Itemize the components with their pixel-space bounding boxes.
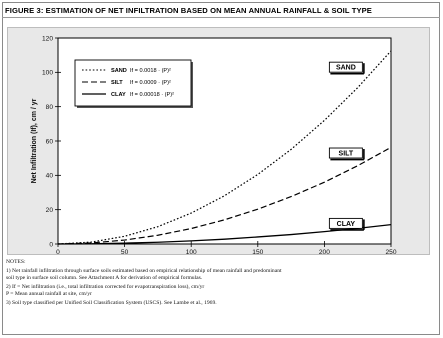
legend-equation: If = 0.0009 · (P)² (130, 80, 171, 86)
y-tick-label: 120 (42, 35, 53, 42)
x-tick-label: 200 (319, 249, 330, 254)
legend-series-name: SILT (111, 80, 123, 86)
y-axis-title: Net Infiltration (If), cm / yr (31, 98, 38, 183)
curve-label-box (328, 147, 363, 159)
note-line: P = Mean annual rainfall at site, cm/yr (6, 291, 92, 298)
curve-label-box (328, 217, 363, 229)
series-line-silt (57, 146, 392, 245)
y-tick-label: 60 (46, 138, 54, 145)
y-tick-label: 20 (46, 207, 54, 214)
note-line: 3) Soil type classified per Unified Soil… (6, 300, 217, 307)
curve-label-text: CLAY (337, 221, 356, 228)
y-tick-label: 0 (49, 241, 53, 248)
legend-equation: If = 0.00018 · (P)² (130, 92, 174, 98)
x-tick-label: 250 (385, 249, 396, 254)
infiltration-chart: 020406080100120050100150200250Mean Annua… (31, 35, 397, 254)
curve-label-box (328, 61, 363, 73)
x-tick-label: 50 (121, 249, 129, 254)
curve-label-sand: SAND (328, 61, 365, 75)
y-tick-label: 80 (46, 104, 54, 111)
legend-equation: If = 0.0018 · (P)² (130, 68, 171, 74)
curve-label-text: SILT (339, 151, 354, 158)
y-tick-label: 100 (42, 70, 53, 77)
legend-series-name: SAND (111, 68, 127, 74)
x-tick-label: 150 (252, 249, 263, 254)
legend-box (74, 59, 192, 107)
legend-series-name: CLAY (111, 92, 126, 98)
notes-section: NOTES: 1) Net rainfall infiltration thro… (6, 259, 436, 308)
note-line: soil type in surface soil column. See At… (6, 275, 203, 282)
x-tick-label: 0 (56, 249, 60, 254)
y-tick-label: 40 (46, 173, 54, 180)
curve-label-clay: CLAY (328, 217, 365, 231)
x-tick-label: 100 (186, 249, 197, 254)
note-line: 1) Net rainfall infiltration through sur… (6, 268, 282, 275)
curve-label-silt: SILT (328, 147, 365, 161)
curve-label-text: SAND (336, 65, 356, 72)
note-line: 2) If = Net infiltration (i.e., total in… (6, 284, 205, 291)
legend: SAND If = 0.0018 · (P)² SILT If = 0.0009 · … (74, 59, 193, 108)
title-divider (2, 17, 440, 18)
figure-title: FIGURE 3: ESTIMATION OF NET INFILTRATION… (5, 6, 372, 15)
notes-heading: NOTES: (6, 259, 26, 265)
plot-panel: 020406080100120050100150200250Mean Annua… (7, 27, 430, 255)
